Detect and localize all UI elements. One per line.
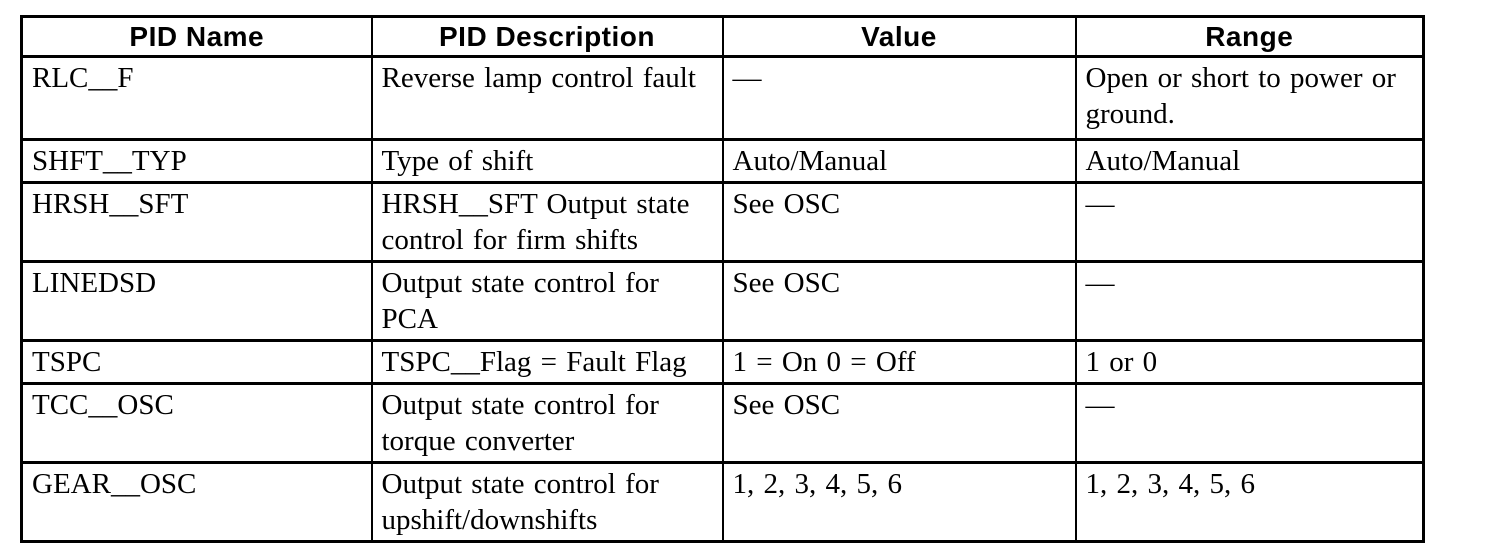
- header-row: PID Name PID Description Value Range: [20, 15, 1425, 58]
- cell-range: 1, 2, 3, 4, 5, 6: [1074, 461, 1425, 543]
- cell-pid-name: TSPC: [20, 339, 373, 385]
- cell-pid-description: Reverse lamp control fault: [370, 55, 724, 141]
- cell-pid-name: SHFT__TYP: [20, 138, 373, 184]
- cell-value: See OSC: [721, 181, 1077, 263]
- column-header-value: Value: [721, 15, 1077, 58]
- cell-value: See OSC: [721, 382, 1077, 464]
- cell-pid-name: RLC__F: [20, 55, 373, 141]
- table-row: HRSH__SFT HRSH__SFT Output state control…: [20, 181, 1425, 263]
- table-row: LINEDSD Output state control for PCA See…: [20, 260, 1425, 342]
- cell-pid-description: Output state control for torque converte…: [370, 382, 724, 464]
- cell-pid-name: TCC__OSC: [20, 382, 373, 464]
- cell-range: Open or short to power or ground.: [1074, 55, 1425, 141]
- cell-pid-name: LINEDSD: [20, 260, 373, 342]
- cell-value: Auto/Manual: [721, 138, 1077, 184]
- cell-pid-description: Type of shift: [370, 138, 724, 184]
- cell-pid-description: TSPC__Flag = Fault Flag: [370, 339, 724, 385]
- column-header-range: Range: [1074, 15, 1425, 58]
- column-header-pid-name: PID Name: [20, 15, 373, 58]
- cell-range: 1 or 0: [1074, 339, 1425, 385]
- column-header-pid-description: PID Description: [370, 15, 724, 58]
- table-row: RLC__F Reverse lamp control fault — Open…: [20, 55, 1425, 141]
- cell-value: 1 = On 0 = Off: [721, 339, 1077, 385]
- cell-pid-name: HRSH__SFT: [20, 181, 373, 263]
- cell-pid-description: Output state control for PCA: [370, 260, 724, 342]
- cell-value: 1, 2, 3, 4, 5, 6: [721, 461, 1077, 543]
- cell-value: —: [721, 55, 1077, 141]
- cell-pid-description: HRSH__SFT Output state control for firm …: [370, 181, 724, 263]
- table-row: TCC__OSC Output state control for torque…: [20, 382, 1425, 464]
- cell-range: Auto/Manual: [1074, 138, 1425, 184]
- cell-range: —: [1074, 181, 1425, 263]
- scanned-document-page: PID Name PID Description Value Range RLC…: [20, 15, 1425, 543]
- table-row: TSPC TSPC__Flag = Fault Flag 1 = On 0 = …: [20, 339, 1425, 385]
- cell-range: —: [1074, 260, 1425, 342]
- pid-data-table: PID Name PID Description Value Range RLC…: [20, 15, 1425, 543]
- cell-pid-description: Output state control for upshift/downshi…: [370, 461, 724, 543]
- table-row: SHFT__TYP Type of shift Auto/Manual Auto…: [20, 138, 1425, 184]
- cell-pid-name: GEAR__OSC: [20, 461, 373, 543]
- cell-value: See OSC: [721, 260, 1077, 342]
- cell-range: —: [1074, 382, 1425, 464]
- table-row: GEAR__OSC Output state control for upshi…: [20, 461, 1425, 543]
